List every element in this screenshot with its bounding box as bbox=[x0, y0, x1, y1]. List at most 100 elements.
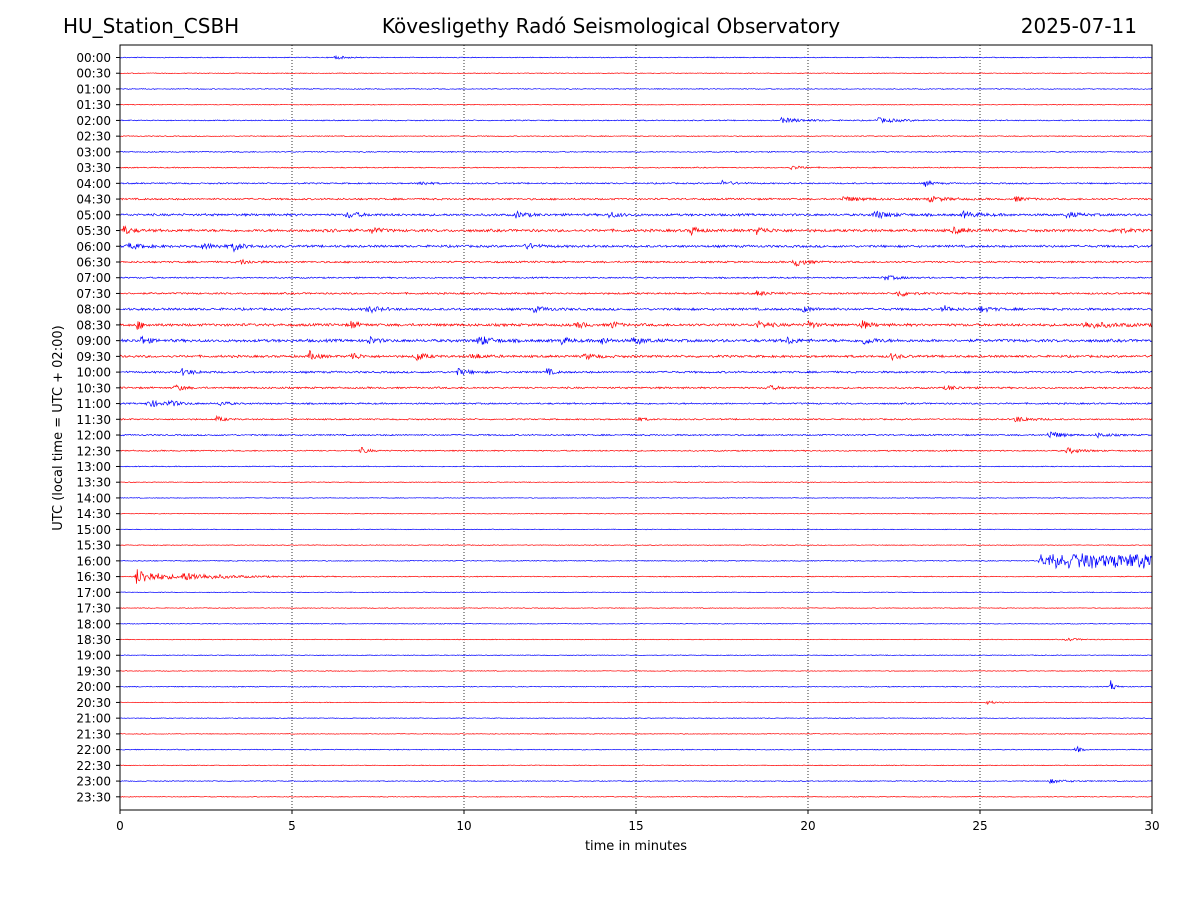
trace-0230 bbox=[119, 135, 1153, 138]
trace-1000 bbox=[119, 367, 1153, 376]
y-tick-label: 20:30 bbox=[76, 696, 111, 710]
y-tick-label: 09:30 bbox=[76, 350, 111, 364]
trace-0730 bbox=[119, 290, 1153, 298]
y-tick-label: 18:30 bbox=[76, 633, 111, 647]
trace-1800 bbox=[119, 622, 1153, 625]
y-tick-label: 13:30 bbox=[76, 476, 111, 490]
trace-0300 bbox=[119, 150, 1153, 154]
station-name: HU_Station_CSBH bbox=[63, 14, 240, 38]
y-tick-label: 09:00 bbox=[76, 334, 111, 348]
y-tick-label: 05:00 bbox=[76, 208, 111, 222]
y-tick-label: 21:30 bbox=[76, 727, 111, 741]
y-tick-label: 15:00 bbox=[76, 523, 111, 537]
y-axis-label: UTC (local time = UTC + 02:00) bbox=[51, 325, 66, 530]
y-tick-label: 05:30 bbox=[76, 224, 111, 238]
y-tick-label: 22:30 bbox=[76, 759, 111, 773]
trace-1600 bbox=[119, 553, 1153, 570]
trace-0630 bbox=[119, 258, 1153, 267]
y-tick-label: 04:30 bbox=[76, 193, 111, 207]
trace-0400 bbox=[119, 179, 1153, 187]
y-tick-label: 06:30 bbox=[76, 255, 111, 269]
trace-2230 bbox=[119, 764, 1153, 767]
trace-0900 bbox=[119, 335, 1153, 346]
trace-0200 bbox=[119, 116, 1153, 124]
observatory-title: Kövesligethy Radó Seismological Observat… bbox=[381, 14, 841, 38]
y-tick-label: 15:30 bbox=[76, 539, 111, 553]
y-tick-label: 21:00 bbox=[76, 712, 111, 726]
trace-1830 bbox=[119, 637, 1153, 642]
trace-0330 bbox=[119, 165, 1153, 171]
y-tick-label: 16:00 bbox=[76, 554, 111, 568]
trace-1730 bbox=[119, 607, 1153, 609]
trace-1200 bbox=[119, 431, 1153, 439]
y-tick-label: 12:00 bbox=[76, 429, 111, 443]
x-tick-label: 15 bbox=[628, 819, 643, 833]
trace-1930 bbox=[119, 670, 1153, 672]
y-tick-label: 20:00 bbox=[76, 680, 111, 694]
trace-2130 bbox=[119, 733, 1153, 735]
y-tick-label: 12:30 bbox=[76, 444, 111, 458]
y-tick-label: 23:00 bbox=[76, 775, 111, 789]
y-tick-label: 02:30 bbox=[76, 130, 111, 144]
y-tick-label: 01:30 bbox=[76, 98, 111, 112]
y-tick-label: 10:30 bbox=[76, 381, 111, 395]
trace-1100 bbox=[119, 399, 1153, 407]
x-tick-label: 30 bbox=[1144, 819, 1159, 833]
y-tick-label: 10:00 bbox=[76, 366, 111, 380]
trace-1330 bbox=[119, 481, 1153, 484]
y-tick-label: 19:00 bbox=[76, 649, 111, 663]
x-axis: 0 5 10 15 20 25 30 bbox=[116, 810, 1160, 833]
trace-0430 bbox=[119, 195, 1153, 203]
trace-0600 bbox=[119, 242, 1153, 253]
y-tick-label: 13:00 bbox=[76, 460, 111, 474]
x-tick-label: 10 bbox=[456, 819, 471, 833]
y-tick-label: 08:00 bbox=[76, 303, 111, 317]
trace-0000 bbox=[119, 54, 1153, 60]
y-tick-label: 07:00 bbox=[76, 271, 111, 285]
y-tick-label: 18:00 bbox=[76, 617, 111, 631]
y-tick-label: 01:00 bbox=[76, 82, 111, 96]
trace-0500 bbox=[119, 209, 1153, 220]
trace-0930 bbox=[119, 349, 1153, 362]
trace-2030 bbox=[119, 700, 1153, 706]
y-tick-label: 04:00 bbox=[76, 177, 111, 191]
x-axis-label: time in minutes bbox=[585, 839, 687, 854]
trace-1230 bbox=[119, 446, 1153, 455]
trace-0530 bbox=[119, 225, 1153, 237]
trace-0800 bbox=[119, 305, 1153, 314]
trace-0700 bbox=[119, 275, 1153, 281]
trace-2330 bbox=[119, 795, 1153, 798]
x-tick-label: 25 bbox=[972, 819, 987, 833]
y-tick-label: 07:30 bbox=[76, 287, 111, 301]
y-tick-label: 17:00 bbox=[76, 586, 111, 600]
x-tick-label: 0 bbox=[116, 819, 124, 833]
trace-0830 bbox=[119, 319, 1153, 330]
trace-0130 bbox=[119, 103, 1153, 106]
y-tick-label: 03:00 bbox=[76, 145, 111, 159]
y-tick-label: 14:30 bbox=[76, 507, 111, 521]
trace-1030 bbox=[119, 384, 1153, 391]
trace-2300 bbox=[119, 779, 1153, 785]
y-tick-label: 19:30 bbox=[76, 664, 111, 678]
y-tick-label: 11:00 bbox=[76, 397, 111, 411]
record-date: 2025-07-11 bbox=[1020, 14, 1137, 38]
y-tick-label: 16:30 bbox=[76, 570, 111, 584]
x-tick-label: 20 bbox=[800, 819, 815, 833]
trace-0100 bbox=[119, 88, 1153, 90]
trace-0030 bbox=[119, 72, 1153, 75]
trace-1500 bbox=[119, 528, 1153, 531]
trace-1300 bbox=[119, 465, 1153, 468]
y-tick-label: 23:30 bbox=[76, 790, 111, 804]
y-tick-label: 03:30 bbox=[76, 161, 111, 175]
trace-2000 bbox=[119, 680, 1153, 690]
trace-1530 bbox=[119, 544, 1153, 546]
y-tick-label: 11:30 bbox=[76, 413, 111, 427]
y-tick-label: 08:30 bbox=[76, 318, 111, 332]
trace-1630 bbox=[119, 569, 1153, 584]
trace-1900 bbox=[119, 654, 1153, 657]
trace-1700 bbox=[119, 591, 1153, 594]
trace-1430 bbox=[119, 512, 1152, 515]
gridlines bbox=[291, 45, 981, 810]
y-tick-label: 06:00 bbox=[76, 240, 111, 254]
